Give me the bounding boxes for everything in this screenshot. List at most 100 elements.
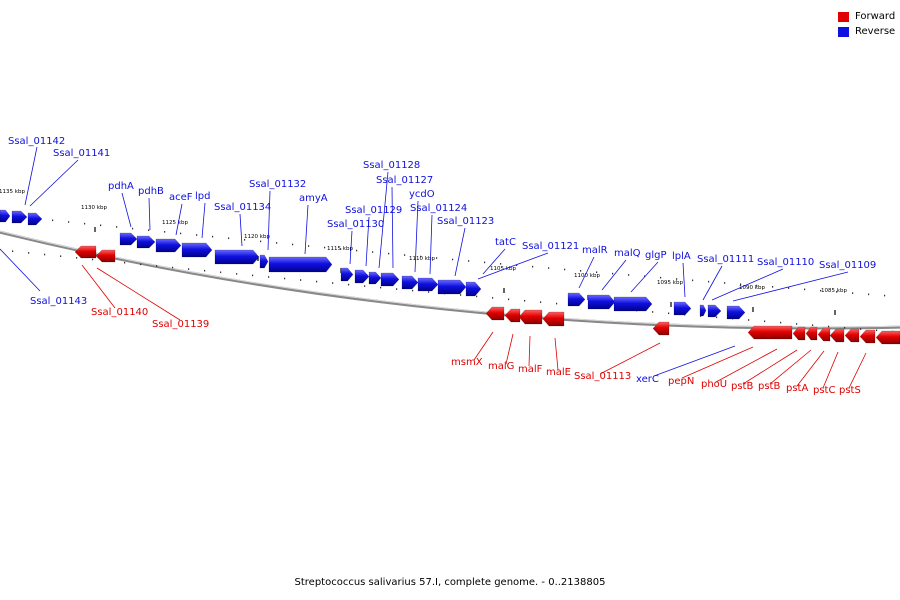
minor-tick [340,248,342,250]
gene-arrow [792,326,806,341]
gene-label: malE [546,367,571,378]
minor-tick [428,291,430,293]
minor-tick [516,264,518,267]
gene-arrow [613,296,653,312]
gene-label: aceF [169,192,193,203]
minor-tick [348,283,350,286]
leader-line [505,333,514,365]
minor-tick [852,292,854,294]
minor-tick [828,325,830,328]
minor-tick [484,261,486,264]
minor-tick [676,278,678,280]
minor-tick [188,268,190,270]
minor-tick [196,234,198,236]
minor-tick [556,302,558,305]
minor-tick [780,321,782,324]
leader-line [201,202,206,239]
leader-line [554,337,559,371]
minor-tick [724,282,726,284]
scale-tick-label: 1135 kbp [0,189,25,195]
gene-label: xerC [636,374,659,385]
leader-line [769,349,812,385]
leader-line [848,352,867,389]
minor-tick [524,299,526,302]
minor-tick [476,295,478,298]
gene-label: malQ [614,248,641,259]
scale-tick-label: 1095 kbp [657,280,683,286]
scale-tick-label: 1090 kbp [739,285,765,291]
leader-line [477,252,549,280]
gene-arrow [417,277,439,292]
leader-line [682,262,686,298]
leader-line [681,346,754,379]
minor-tick [116,226,118,228]
leader-line [796,350,825,387]
gene-label: glgP [645,250,667,261]
minor-tick [308,245,310,247]
scale-tick-label: 1120 kbp [244,234,270,240]
minor-tick [276,242,278,244]
gene-label: lpd [195,191,210,202]
gene-arrow [354,269,370,284]
minor-tick [436,257,438,259]
scale-tick-label: 1130 kbp [81,205,107,211]
legend-item-forward: Forward [838,9,895,24]
minor-tick [140,263,142,266]
minor-tick [628,274,630,276]
minor-tick [564,268,566,271]
minor-tick [76,257,78,259]
minor-tick [660,276,662,279]
minor-tick [844,326,846,329]
minor-tick [772,286,774,288]
genome-caption: Streptococcus salivarius 57.I, complete … [294,577,606,588]
minor-tick [260,240,262,243]
gene-arrow [136,235,156,249]
gene-arrow [875,330,900,345]
minor-tick [268,276,270,278]
gene-arrow [27,212,43,226]
gene-arrow [518,309,543,325]
minor-tick [468,260,470,262]
leader-line [414,200,419,273]
leader-line [29,159,79,207]
gene-arrow [340,267,354,282]
gene-label: Ssal_01111 [697,254,754,265]
gene-arrow [726,305,746,320]
minor-tick [652,311,654,313]
gene-label: ycdO [409,189,435,200]
gene-arrow [74,245,97,259]
legend-label: Reverse [855,26,896,37]
leader-line [702,265,723,301]
minor-tick [796,323,798,325]
minor-tick [300,279,302,281]
gene-arrow [11,210,28,224]
minor-tick [612,272,614,275]
scale-tick-label: 1100 kbp [574,273,600,279]
minor-tick [788,287,790,289]
minor-tick [100,224,102,227]
gene-label: msmX [451,357,483,368]
gene-label: pdhB [138,186,164,197]
gene-arrow [673,301,692,316]
gene-arrow [805,326,818,341]
minor-tick [164,231,166,233]
minor-tick [292,243,294,246]
minor-tick [412,289,414,292]
label-leader-lines [0,146,867,389]
leader-line [630,261,659,293]
minor-tick [404,254,406,256]
minor-tick [204,269,206,272]
leader-line [304,204,309,255]
gene-label: Ssal_01142 [8,136,65,147]
minor-tick [156,265,158,267]
leader-line [822,351,839,389]
leader-line [711,268,784,301]
gene-arrow [699,304,707,317]
minor-tick [28,252,30,254]
leader-line [96,267,181,321]
minor-tick [132,227,134,230]
gene-label: pstB [731,381,753,392]
minor-tick [332,282,334,284]
leader-line [742,349,798,385]
minor-tick [756,284,758,287]
